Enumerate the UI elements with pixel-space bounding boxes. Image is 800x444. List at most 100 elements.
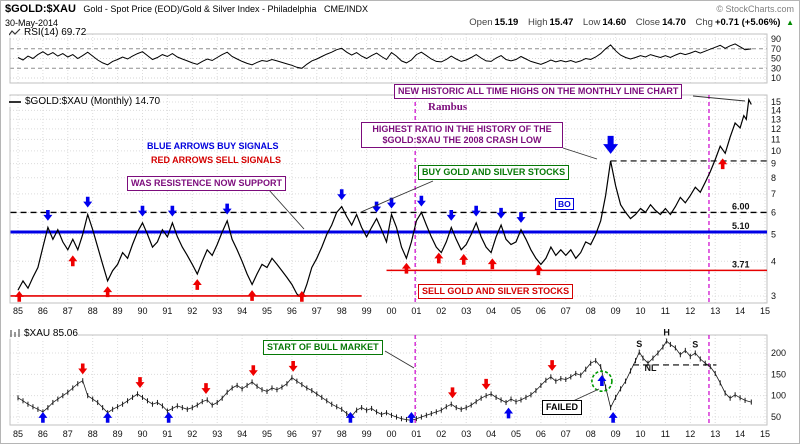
xtick-main: 05: [511, 306, 521, 316]
xtick-xau: 88: [88, 429, 98, 439]
signal-arrows: [14, 135, 728, 423]
buy-arrow-icon: [387, 197, 396, 209]
xtick-main: 87: [63, 306, 73, 316]
xtick-xau: 06: [536, 429, 546, 439]
xtick-main: 90: [137, 306, 147, 316]
buy-arrow-icon: [504, 407, 514, 419]
annotation-pointer-line: [384, 350, 415, 369]
xtick-xau: 12: [685, 429, 695, 439]
xtick-xau: 90: [137, 429, 147, 439]
main-ytick: 8: [771, 173, 776, 183]
xtick-xau: 87: [63, 429, 73, 439]
xau-panel-frame: [9, 334, 768, 426]
xtick-main: 04: [486, 306, 496, 316]
xau-price-bars: [17, 338, 752, 423]
xtick-xau: 89: [113, 429, 123, 439]
rsi-panel-label-text: RSI(14) 69.72: [24, 27, 87, 38]
high-value: 15.47: [549, 17, 574, 28]
main-ytick: 14: [771, 105, 781, 115]
sell-arrow-icon: [201, 383, 211, 394]
sell-arrow-icon: [459, 253, 469, 265]
xtick-main: 07: [561, 306, 571, 316]
buy-arrow-icon: [345, 412, 355, 423]
buy-arrow-icon: [416, 195, 426, 207]
xtick-xau: 91: [162, 429, 172, 439]
sell-arrow-icon: [487, 258, 497, 270]
main-ytick: 4: [771, 256, 776, 266]
sell-arrow-icon: [718, 158, 728, 170]
xtick-xau: 13: [710, 429, 720, 439]
title-row: $GOLD:$XAU Gold - Spot Price (EOD)/Gold …: [5, 3, 368, 15]
buy-arrow-icon: [43, 209, 53, 221]
xtick-main: 11: [661, 306, 670, 316]
sell-arrow-icon: [533, 264, 543, 276]
change-value: +0.71 (+5.06%): [714, 17, 781, 28]
rsi-ytick: 70: [771, 44, 781, 54]
pattern-letter-s: S: [636, 339, 642, 349]
exchange-code: CME/INDX: [324, 4, 369, 14]
xtick-main: 92: [187, 306, 197, 316]
low-label: Low: [582, 17, 601, 28]
xtick-xau: 15: [760, 429, 770, 439]
xtick-xau: 92: [187, 429, 197, 439]
buy-arrow-icon: [406, 412, 416, 423]
annotation-pointer-line: [572, 388, 600, 402]
xtick-main: 01: [411, 306, 421, 316]
xtick-main: 89: [113, 306, 123, 316]
buy-arrow-icon: [496, 207, 506, 219]
sell-arrow-icon: [248, 365, 258, 377]
xtick-main: 00: [386, 306, 396, 316]
symbol-description: Gold - Spot Price (EOD)/Gold & Silver In…: [83, 4, 317, 14]
xtick-xau: 93: [212, 429, 222, 439]
main-ytick: 7: [771, 189, 776, 199]
rsi-panel-label: RSI(14) 69.72: [9, 27, 87, 38]
rsi-panel-frame: [9, 33, 768, 84]
pattern-letter-s: S: [692, 339, 698, 349]
sell-arrow-icon: [78, 363, 88, 375]
high-label: High: [527, 17, 548, 28]
xtick-main: 91: [162, 306, 172, 316]
xtick-main: 14: [735, 306, 745, 316]
xtick-xau: 05: [511, 429, 521, 439]
xtick-main: 10: [635, 306, 645, 316]
xtick-main: 85: [13, 306, 23, 316]
sell-arrow-icon: [297, 291, 307, 302]
sell-arrow-icon: [14, 291, 24, 302]
main-ytick: 9: [771, 159, 776, 169]
buy-arrow-icon: [372, 201, 382, 213]
xtick-xau: 10: [635, 429, 645, 439]
annotation-pointer-line: [692, 95, 746, 102]
xtick-xau: 98: [337, 429, 347, 439]
sell-arrow-icon: [434, 252, 444, 264]
xtick-main: 95: [262, 306, 272, 316]
xau-ytick: 150: [771, 369, 786, 379]
axis-labels: 9070503010151413121110987654320015010050…: [13, 34, 786, 439]
xtick-xau: 09: [611, 429, 621, 439]
xtick-xau: 96: [287, 429, 297, 439]
open-value: 15.19: [494, 17, 519, 28]
main-panel-label-text: $GOLD:$XAU (Monthly) 14.70: [25, 96, 161, 107]
xtick-xau: 97: [312, 429, 322, 439]
main-ytick: 15: [771, 97, 781, 107]
gridlines: [10, 34, 767, 425]
xtick-xau: 08: [586, 429, 596, 439]
sell-arrow-icon: [68, 255, 78, 267]
buy-arrow-icon: [167, 205, 177, 217]
failed-buy-arrow-icon: [597, 375, 607, 386]
xtick-xau: 01: [411, 429, 421, 439]
annotation-pointer-line: [360, 180, 434, 213]
xtick-xau: 94: [237, 429, 247, 439]
buy-arrow-icon: [337, 189, 347, 201]
sell-arrow-icon: [547, 360, 557, 371]
annotation-pointer-line: [268, 189, 305, 230]
xtick-xau: 02: [436, 429, 446, 439]
symbol: $GOLD:$XAU: [5, 3, 76, 15]
xtick-xau: 03: [461, 429, 471, 439]
xtick-main: 97: [312, 306, 322, 316]
close-label: Close: [635, 17, 661, 28]
main-panel-frame: [9, 94, 768, 304]
main-ytick: 6: [771, 207, 776, 217]
main-panel-label: $GOLD:$XAU (Monthly) 14.70: [9, 96, 161, 107]
rsi-indicator-icon: [9, 28, 21, 36]
xtick-main: 15: [760, 306, 770, 316]
